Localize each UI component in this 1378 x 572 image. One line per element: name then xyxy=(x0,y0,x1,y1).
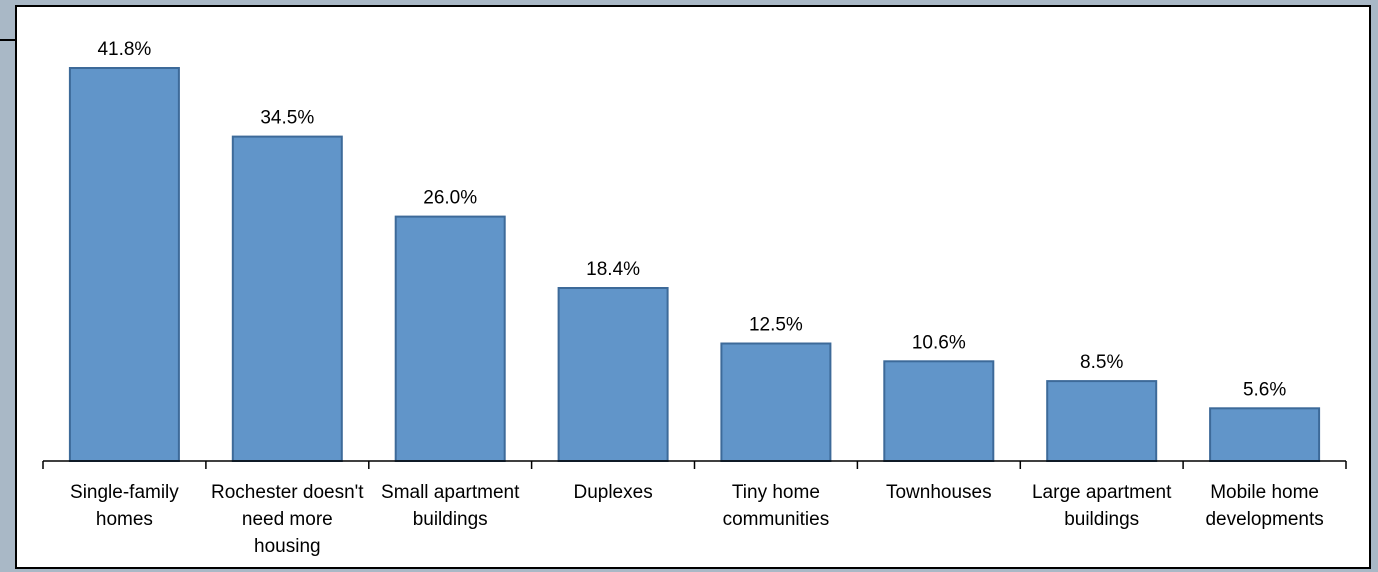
data-label: 18.4% xyxy=(586,259,640,280)
category-label-line: Mobile home xyxy=(1210,482,1319,503)
bar xyxy=(1046,380,1158,463)
category-label: Duplexes xyxy=(573,482,652,503)
category-label-line: Single-family xyxy=(70,482,179,503)
bar xyxy=(394,215,506,462)
category-label-line: Townhouses xyxy=(886,482,992,503)
category-label: Mobile home developments xyxy=(1205,482,1323,530)
category-label-line: Tiny home xyxy=(732,482,820,503)
category-label-line: communities xyxy=(723,509,830,530)
category-label-line: Rochester doesn't xyxy=(211,482,364,503)
category-label-line: homes xyxy=(96,509,153,530)
bar xyxy=(720,342,832,462)
category-label-line: buildings xyxy=(413,509,488,530)
data-label: 5.6% xyxy=(1243,379,1286,400)
data-label: 41.8% xyxy=(97,39,151,60)
bar xyxy=(1209,407,1321,462)
data-label: 8.5% xyxy=(1080,352,1123,373)
category-label: Townhouses xyxy=(886,482,992,503)
category-label-line: Duplexes xyxy=(573,482,652,503)
category-label: Tiny home communities xyxy=(723,482,830,530)
data-label: 10.6% xyxy=(912,332,966,353)
category-label: Single-family homes xyxy=(70,482,179,530)
data-label: 12.5% xyxy=(749,315,803,336)
bar xyxy=(883,360,995,462)
category-label-line: Small apartment xyxy=(381,482,520,503)
category-label-line: need more xyxy=(242,509,333,530)
category-label-line: housing xyxy=(254,536,321,557)
data-label: 26.0% xyxy=(423,188,477,209)
bar xyxy=(557,287,669,462)
bar xyxy=(68,67,180,462)
corner-line xyxy=(0,39,16,41)
category-label: Large apartment buildings xyxy=(1032,482,1172,530)
category-label-line: buildings xyxy=(1064,509,1139,530)
bar xyxy=(231,135,343,462)
category-label-line: Large apartment xyxy=(1032,482,1172,503)
data-label: 34.5% xyxy=(260,108,314,129)
category-label: Small apartment buildings xyxy=(381,482,520,530)
category-label-line: developments xyxy=(1205,509,1323,530)
category-label: Rochester doesn't need more housing xyxy=(211,482,364,557)
